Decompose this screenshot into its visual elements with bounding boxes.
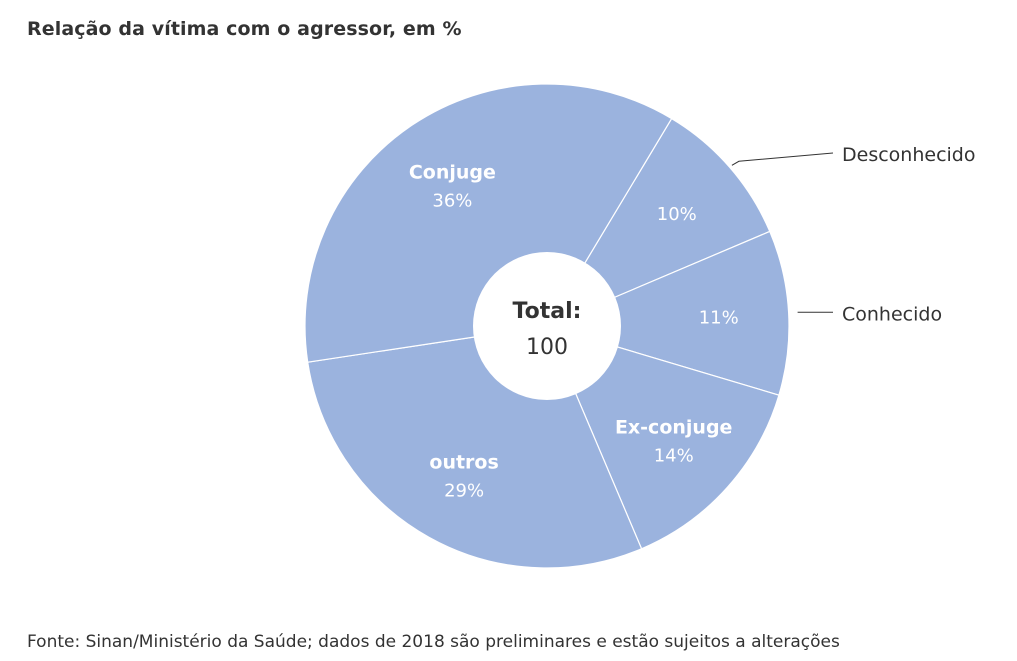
donut-hole	[473, 252, 621, 400]
leader-line-desconhecido	[731, 152, 834, 166]
center-label: Total:	[513, 299, 582, 324]
slice-conjuge	[304, 83, 673, 363]
slice-value-ex-conjuge: 14%	[654, 445, 694, 466]
slice-value-conjuge: 36%	[432, 191, 472, 212]
slice-value-desconhecido: 10%	[657, 204, 697, 225]
slice-label-conhecido: Conhecido	[842, 303, 942, 325]
slice-value-outros: 29%	[444, 480, 484, 501]
source-note: Fonte: Sinan/Ministério da Saúde; dados …	[27, 632, 840, 652]
labels-group: 10% Desconhecido 11% Conhecido Ex-conjuge 14%…	[409, 144, 976, 501]
slice-label-conjuge: Conjuge	[409, 162, 496, 184]
slice-label-outros: outros	[429, 451, 498, 473]
slice-value-conhecido: 11%	[699, 307, 739, 328]
slice-ex-conjuge	[545, 325, 780, 550]
center-value: 100	[526, 335, 568, 360]
slice-conhecido	[545, 230, 790, 396]
slice-label-ex-conjuge: Ex-conjuge	[615, 416, 733, 438]
chart-title: Relação da vítima com o agressor, em %	[27, 18, 462, 40]
slice-desconhecido	[545, 117, 771, 328]
slice-label-desconhecido: Desconhecido	[842, 144, 975, 166]
